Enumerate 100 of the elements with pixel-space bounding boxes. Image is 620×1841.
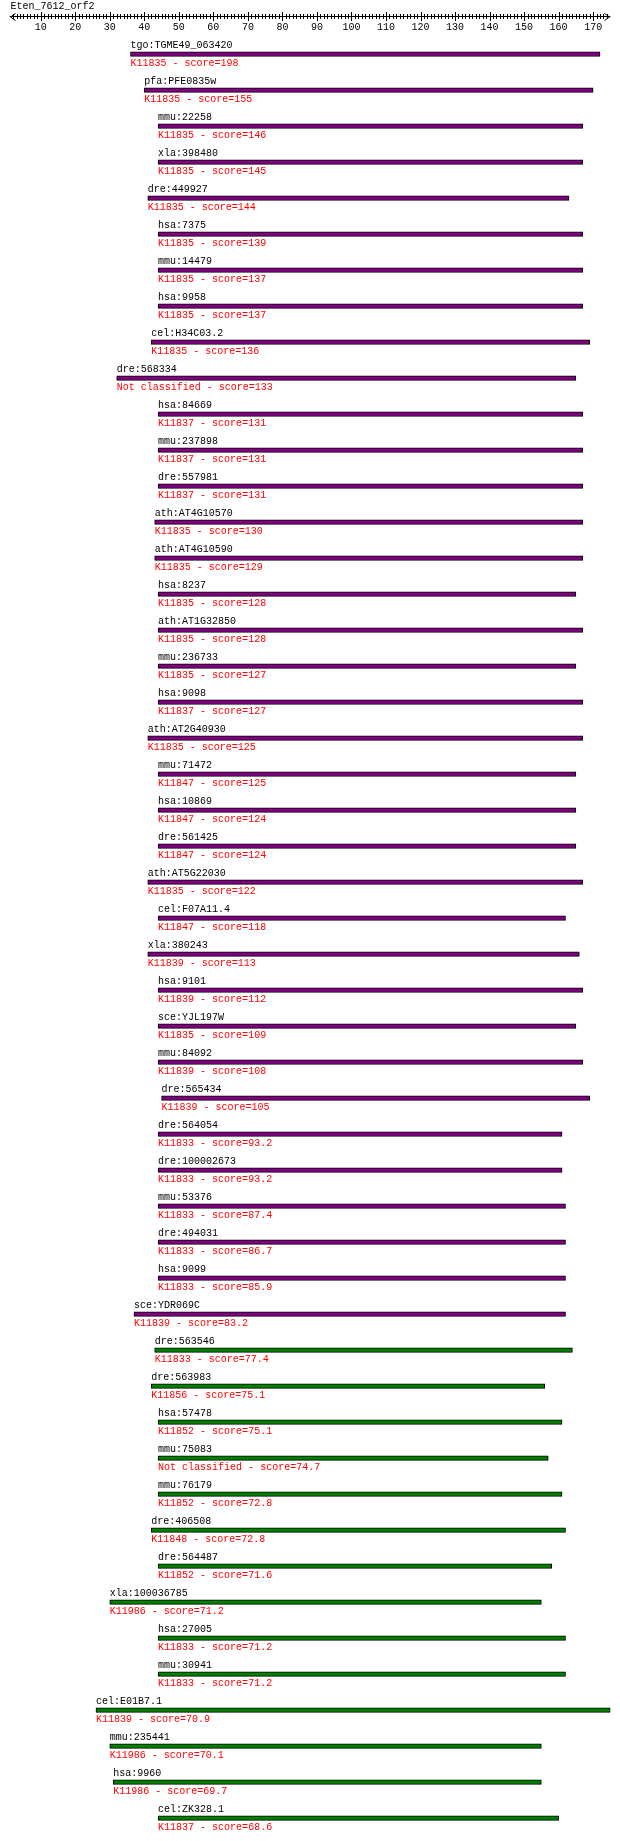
annotation: K11835 - score=155 — [144, 93, 253, 105]
y-tick-label: xla:100036785 — [109, 1587, 188, 1599]
annotation: K11835 - score=125 — [147, 741, 256, 753]
y-tick-label: sce:YJL197W — [158, 1011, 225, 1023]
annotation: Not classified - score=74.7 — [158, 1461, 321, 1473]
annotation: K11839 - score=108 — [158, 1065, 267, 1077]
y-tick-label: hsa:7375 — [158, 219, 207, 231]
y-tick-label: hsa:8237 — [158, 579, 207, 591]
y-tick-label: dre:406508 — [151, 1515, 212, 1527]
annotation: K11833 - score=71.2 — [158, 1641, 273, 1653]
annotation: Not classified - score=133 — [116, 381, 273, 393]
annotation: K11856 - score=75.1 — [151, 1389, 266, 1401]
annotation: K11839 - score=83.2 — [133, 1317, 248, 1329]
annotation: K11837 - score=68.6 — [158, 1821, 273, 1833]
annotation: K11839 - score=70.9 — [95, 1713, 210, 1725]
x-tick-label: 100 — [342, 21, 361, 33]
y-tick-label: ath:AT5G22030 — [147, 867, 226, 879]
x-tick-label: 150 — [515, 21, 534, 33]
annotation: K11835 - score=198 — [130, 57, 239, 69]
annotation: K11835 - score=144 — [147, 201, 256, 213]
y-tick-label: mmu:84092 — [158, 1047, 213, 1059]
annotation: K11837 - score=131 — [158, 489, 267, 501]
y-tick-label: ath:AT2G40930 — [147, 723, 226, 735]
annotation: K11835 - score=129 — [154, 561, 263, 573]
annotation: K11833 - score=93.2 — [158, 1137, 273, 1149]
x-tick-label: 90 — [310, 21, 323, 33]
annotation: K11835 - score=137 — [158, 273, 267, 285]
x-tick-label: 30 — [103, 21, 116, 33]
annotation: K11835 - score=128 — [158, 597, 267, 609]
y-tick-label: xla:398480 — [158, 147, 219, 159]
annotation: K11852 - score=72.8 — [158, 1497, 273, 1509]
annotation: K11833 - score=71.2 — [158, 1677, 273, 1689]
annotation: K11833 - score=77.4 — [154, 1353, 269, 1365]
y-tick-label: hsa:9958 — [158, 291, 207, 303]
annotation: K11852 - score=71.6 — [158, 1569, 273, 1581]
annotation: K11835 - score=139 — [158, 237, 267, 249]
y-tick-label: mmu:22258 — [158, 111, 213, 123]
x-tick-label: 50 — [172, 21, 185, 33]
y-tick-label: pfa:PFE0835w — [144, 75, 217, 87]
annotation: K11847 - score=118 — [158, 921, 267, 933]
annotation: K11835 - score=145 — [158, 165, 267, 177]
annotation: K11837 - score=131 — [158, 453, 267, 465]
y-tick-label: ath:AT4G10570 — [154, 507, 233, 519]
y-tick-label: mmu:235441 — [109, 1731, 170, 1743]
annotation: K11835 - score=130 — [154, 525, 263, 537]
y-tick-label: hsa:10869 — [158, 795, 213, 807]
annotation: K11852 - score=75.1 — [158, 1425, 273, 1437]
y-tick-label: mmu:236733 — [158, 651, 219, 663]
y-tick-label: cel:F07A11.4 — [158, 903, 231, 915]
annotation: K11835 - score=127 — [158, 669, 267, 681]
y-tick-label: dre:557981 — [158, 471, 219, 483]
annotation: K11847 - score=125 — [158, 777, 267, 789]
y-tick-label: cel:H34C03.2 — [151, 327, 224, 339]
y-tick-label: cel:ZK328.1 — [158, 1803, 225, 1815]
annotation: K11835 - score=109 — [158, 1029, 267, 1041]
y-tick-label: dre:568334 — [116, 363, 177, 375]
y-tick-label: mmu:71472 — [158, 759, 213, 771]
annotation: K11833 - score=87.4 — [158, 1209, 273, 1221]
y-tick-label: mmu:76179 — [158, 1479, 213, 1491]
y-tick-label: mmu:53376 — [158, 1191, 213, 1203]
y-tick-label: sce:YDR069C — [133, 1299, 200, 1311]
y-tick-label: hsa:27005 — [158, 1623, 213, 1635]
x-tick-label: 40 — [138, 21, 151, 33]
annotation: K11986 - score=69.7 — [113, 1785, 228, 1797]
annotation: K11837 - score=131 — [158, 417, 267, 429]
y-tick-label: dre:563983 — [151, 1371, 212, 1383]
x-tick-label: 130 — [446, 21, 465, 33]
y-tick-label: dre:561425 — [158, 831, 219, 843]
y-tick-label: dre:449927 — [147, 183, 208, 195]
annotation: K11986 - score=71.2 — [109, 1605, 224, 1617]
y-tick-label: mmu:14479 — [158, 255, 213, 267]
x-tick-label: 120 — [411, 21, 430, 33]
x-tick-label: 80 — [276, 21, 289, 33]
y-tick-label: dre:494031 — [158, 1227, 219, 1239]
annotation: K11847 - score=124 — [158, 813, 267, 825]
x-tick-label: 20 — [69, 21, 82, 33]
x-tick-label: 70 — [241, 21, 254, 33]
annotation: K11835 - score=128 — [158, 633, 267, 645]
y-tick-label: hsa:84669 — [158, 399, 213, 411]
annotation: K11839 - score=105 — [161, 1101, 270, 1113]
annotation: K11848 - score=72.8 — [151, 1533, 266, 1545]
y-tick-label: dre:565434 — [161, 1083, 222, 1095]
annotation: K11986 - score=70.1 — [109, 1749, 224, 1761]
annotation: K11833 - score=93.2 — [158, 1173, 273, 1185]
annotation: K11835 - score=136 — [151, 345, 260, 357]
x-tick-label: 170 — [584, 21, 603, 33]
y-tick-label: ath:AT4G10590 — [154, 543, 233, 555]
annotation: K11847 - score=124 — [158, 849, 267, 861]
y-tick-label: xla:380243 — [147, 939, 208, 951]
annotation: K11833 - score=85.9 — [158, 1281, 273, 1293]
y-tick-label: dre:564054 — [158, 1119, 219, 1131]
annotation: K11837 - score=127 — [158, 705, 267, 717]
y-tick-label: dre:563546 — [154, 1335, 215, 1347]
y-tick-label: hsa:9101 — [158, 975, 207, 987]
y-tick-label: hsa:9960 — [113, 1767, 162, 1779]
annotation: K11839 - score=113 — [147, 957, 256, 969]
annotation: K11833 - score=86.7 — [158, 1245, 273, 1257]
y-tick-label: hsa:9099 — [158, 1263, 207, 1275]
y-tick-label: hsa:9098 — [158, 687, 207, 699]
y-tick-label: dre:564487 — [158, 1551, 219, 1563]
